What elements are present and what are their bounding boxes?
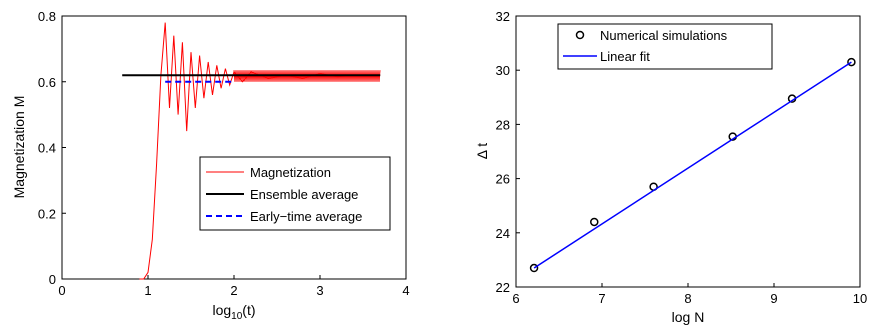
right-legend: Numerical simulations Linear fit (557, 23, 773, 70)
x-tick-label: 10 (853, 291, 867, 306)
right-y-axis-label: Δ t (474, 143, 490, 159)
x-tick-label: 4 (402, 283, 409, 298)
y-tick-label: 26 (496, 172, 510, 187)
legend-marker-numerical-simulations (575, 30, 585, 40)
legend-label-numerical-simulations: Numerical simulations (600, 28, 728, 43)
y-tick-label: 0 (49, 272, 56, 287)
right-x-axis-label: log N (672, 309, 705, 325)
left-y-axis-label: Magnetization M (11, 96, 27, 199)
series-line (139, 22, 381, 280)
series-line (533, 61, 852, 269)
legend-label-ensemble-average: Ensemble average (250, 187, 358, 202)
data-point (590, 217, 599, 227)
left-legend: Magnetization Ensemble average Early−tim… (199, 156, 391, 231)
magnetization-fluctuation-band (233, 70, 381, 82)
y-tick-label: 30 (496, 63, 510, 78)
data-point (847, 57, 856, 67)
x-tick-label: 1 (144, 283, 151, 298)
y-tick-label: 0.8 (38, 9, 56, 24)
y-tick-label: 0.6 (38, 75, 56, 90)
x-tick-label: 9 (770, 291, 777, 306)
right-series-group (529, 57, 856, 273)
x-tick-label: 6 (512, 291, 519, 306)
x-tick-label: 2 (230, 283, 237, 298)
legend-label-linear-fit: Linear fit (600, 49, 650, 64)
y-tick-label: 24 (496, 226, 510, 241)
y-tick-label: 32 (496, 9, 510, 24)
x-tick-label: 0 (58, 283, 65, 298)
magnetization-noise (233, 70, 381, 82)
left-plot-area (61, 15, 407, 280)
data-point (529, 263, 539, 273)
x-tick-label: 8 (684, 291, 691, 306)
right-y-ticks: 22 24 26 28 30 32 (496, 9, 520, 295)
left-y-ticks: 0 0.2 0.4 0.6 0.8 (38, 9, 66, 287)
right-x-ticks: 6 7 8 9 10 (512, 283, 867, 306)
y-tick-label: 28 (496, 117, 510, 132)
y-tick-label: 0.2 (38, 206, 56, 221)
left-series-group (122, 22, 381, 280)
delta-t-chart: 6 7 8 9 10 22 24 26 28 30 32 log N Δ t Numerical … (474, 9, 867, 325)
y-tick-label: 22 (496, 280, 510, 295)
left-x-ticks: 0 1 2 3 4 (58, 275, 410, 298)
x-tick-label: 7 (598, 291, 605, 306)
magnetization-chart: 0 1 2 3 4 0 0.2 0.4 0.6 0.8 log10(t) Magnetizati… (11, 9, 410, 322)
y-tick-label: 0.4 (38, 141, 56, 156)
legend-label-early-time-average: Early−time average (250, 209, 362, 224)
x-tick-label: 3 (316, 283, 323, 298)
left-x-axis-label: log10(t) (212, 302, 255, 322)
right-legend-box (557, 23, 773, 70)
legend-label-magnetization: Magnetization (250, 165, 331, 180)
